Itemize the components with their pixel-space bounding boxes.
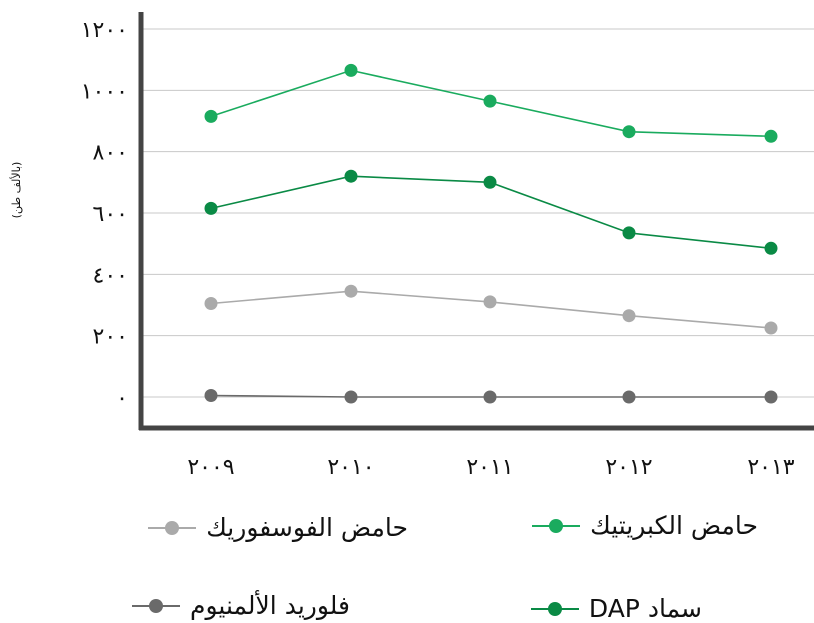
legend-item-phosphoric-acid: حامض الفوسفوريك (148, 513, 408, 542)
y-tick-label: ١٠٠٠ (81, 79, 128, 104)
gridlines (141, 28, 814, 398)
legend-item-sulfuric-acid: حامض الكبريتيك (532, 511, 758, 540)
x-tick-label: ٢٠١١ (466, 455, 513, 480)
x-tick-label: ٢٠٠٩ (187, 455, 234, 480)
series-1 (204, 169, 778, 255)
y-tick-label: ٠ (116, 386, 128, 411)
x-tick-labels: ٢٠٠٩ ٢٠١٠ ٢٠١١ ٢٠١٢ ٢٠١٣ (187, 455, 794, 480)
legend-label-phosphoric-acid: حامض الفوسفوريك (206, 513, 408, 542)
data-point (764, 129, 778, 143)
y-tick-label: ٦٠٠ (93, 202, 128, 227)
y-tick-label: ٤٠٠ (93, 263, 128, 288)
legend-label-sulfuric-acid: حامض الكبريتيك (590, 511, 758, 540)
data-point (483, 390, 497, 404)
data-point (344, 390, 358, 404)
legend-marker-dap (530, 599, 579, 619)
x-tick-label: ٢٠١٢ (605, 455, 652, 480)
data-point (622, 226, 636, 240)
y-tick-label: ٢٠٠ (93, 325, 128, 350)
legend-marker-sulfuric-acid (532, 516, 581, 536)
data-point (622, 125, 636, 139)
data-point (764, 241, 778, 255)
data-point (204, 109, 218, 123)
data-point (622, 390, 636, 404)
data-point (204, 201, 218, 215)
x-tick-label: ٢٠١٠ (327, 455, 374, 480)
y-tick-label: ١٢٠٠ (81, 18, 128, 43)
y-axis-label: (بالألف طن) (9, 162, 23, 219)
data-point (483, 295, 497, 309)
legend-item-dap: سماد DAP (530, 594, 702, 623)
data-point (764, 321, 778, 335)
y-tick-labels: ٠ ٢٠٠ ٤٠٠ ٦٠٠ ٨٠٠ ١٠٠٠ ١٢٠٠ (81, 18, 128, 411)
series-group (204, 63, 778, 404)
x-tick-label: ٢٠١٣ (747, 455, 794, 480)
legend-item-aluminium-fluoride: فلوريد الألمنيوم (132, 591, 350, 620)
data-point (344, 63, 358, 77)
data-point (204, 389, 218, 402)
series-3 (204, 389, 778, 404)
legend-label-aluminium-fluoride: فلوريد الألمنيوم (190, 591, 350, 620)
series-0 (204, 63, 778, 143)
data-point (764, 390, 778, 404)
data-point (204, 297, 218, 310)
legend-label-dap: سماد DAP (588, 594, 702, 623)
data-point (622, 309, 636, 323)
data-point (344, 169, 358, 183)
legend-marker-aluminium-fluoride (132, 596, 180, 616)
data-point (483, 175, 497, 189)
data-point (344, 284, 358, 298)
y-tick-label: ٨٠٠ (93, 141, 128, 166)
data-point (483, 94, 497, 108)
series-2 (204, 284, 778, 335)
legend-marker-phosphoric-acid (148, 518, 197, 538)
